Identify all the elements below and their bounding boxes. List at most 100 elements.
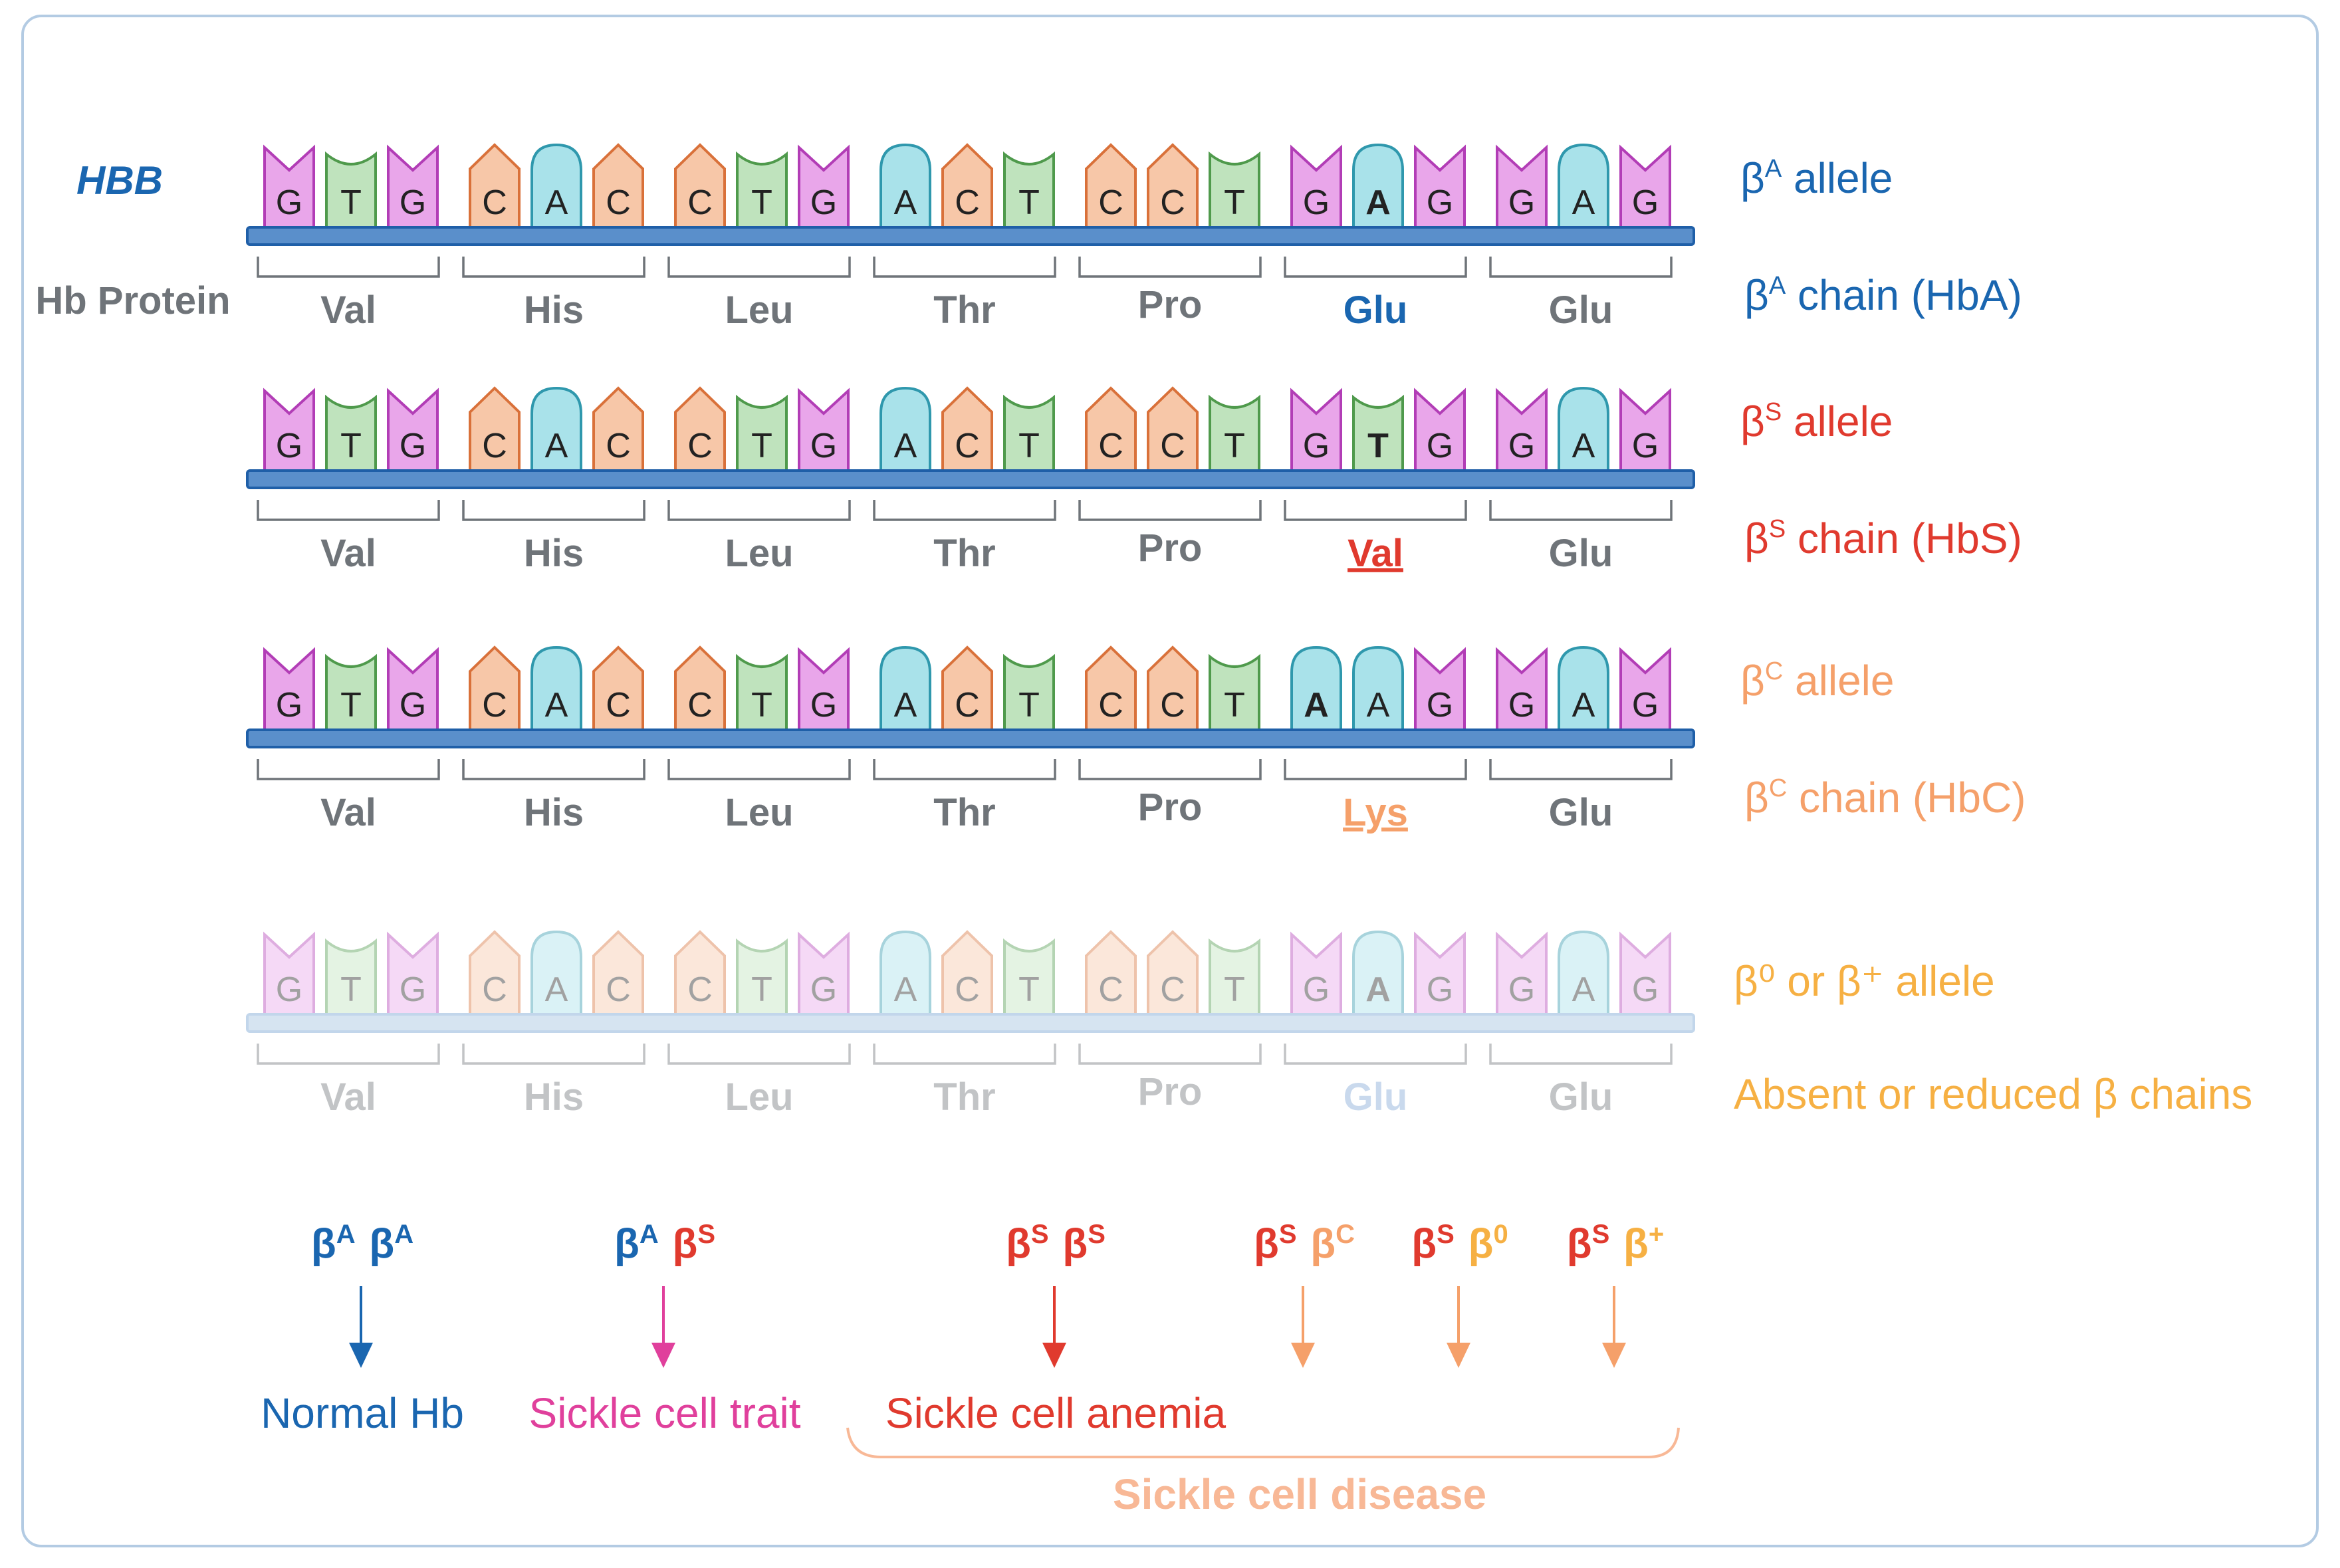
amino-acid-label: Pro [1138, 526, 1203, 570]
nucleotide-c: C [941, 645, 993, 734]
nucleotide-shape [941, 143, 993, 231]
nucleotide-shape [941, 386, 993, 475]
amino-acid-label: Leu [725, 1075, 793, 1119]
chain-symbol: β [1744, 514, 1769, 562]
nucleotide-letter: C [687, 427, 713, 465]
nucleotide-letter: T [751, 427, 772, 465]
allele-symbol: β [311, 1221, 336, 1267]
genotype-3: βS βS Sickle cell anemia [885, 1220, 1227, 1437]
nucleotide-t: T [1003, 394, 1055, 475]
allele-label: βA allele [1740, 154, 1893, 202]
nucleotide-shape [530, 386, 582, 475]
nucleotide-shape [736, 653, 788, 734]
nucleotide-letter: G [400, 970, 426, 1009]
outcome-label: Sickle cell trait [529, 1389, 801, 1437]
nucleotide-letter: A [1572, 970, 1595, 1009]
nucleotide-shape [325, 938, 377, 1018]
nucleotide-letter: G [810, 427, 837, 465]
allele-superscript: S [1437, 1220, 1455, 1249]
codon-bracket [873, 257, 1056, 278]
nucleotide-t: T [1003, 151, 1055, 231]
codon-bracket [257, 759, 440, 780]
amino-acid-label: His [524, 791, 584, 834]
codon-bracket [257, 257, 440, 278]
nucleotide-letter: T [1018, 970, 1040, 1009]
nucleotide-a: A [879, 930, 931, 1018]
nucleotide-t: T [325, 394, 377, 475]
genotype-label: βS βS [1006, 1220, 1106, 1267]
allele-superscript: A [336, 1220, 356, 1249]
genotype-label: βS β+ [1567, 1220, 1665, 1267]
nucleotide-letter: A [1572, 427, 1595, 465]
nucleotide-letter: C [955, 183, 980, 222]
nucleotide-g: G [1414, 144, 1466, 231]
nucleotide-letter: T [1018, 427, 1040, 465]
nucleotide-letter: G [1303, 427, 1330, 465]
nucleotide-letter: G [1508, 183, 1535, 222]
amino-acid-label: Pro [1138, 786, 1203, 829]
nucleotide-shape [1558, 386, 1609, 475]
chain-word: chain (HbC) [1787, 774, 2026, 822]
nucleotide-shape [674, 930, 726, 1018]
nucleotide-letter: G [1632, 427, 1659, 465]
nucleotide-shape [1290, 144, 1342, 231]
codon-bracket [1284, 1044, 1467, 1065]
allele-symbol: β [1411, 1221, 1437, 1267]
nucleotide-c: C [1147, 143, 1199, 231]
nucleotide-letter: G [1632, 686, 1659, 725]
chain-symbol: β [1744, 774, 1769, 822]
arrow-head [1042, 1343, 1066, 1368]
nucleotide-shape [1619, 931, 1671, 1018]
nucleotide-letter: T [751, 686, 772, 725]
amino-acid-label: Val [320, 288, 376, 332]
nucleotide-shape [469, 930, 521, 1018]
codon-bracket [462, 500, 645, 521]
nucleotide-letter: C [482, 970, 507, 1009]
nucleotide-c: C [469, 645, 521, 734]
nucleotide-c: C [592, 645, 644, 734]
nucleotide-letter: T [1224, 970, 1245, 1009]
nucleotide-letter: G [276, 183, 302, 222]
codon-bracket [667, 759, 851, 780]
codon-bracket [667, 1044, 851, 1065]
nucleotide-letter: C [1160, 970, 1185, 1009]
nucleotide-c: C [674, 143, 726, 231]
genotype-2: βA βS Sickle cell trait [529, 1220, 801, 1437]
nucleotide-letter: A [1572, 686, 1595, 725]
nucleotide-shape [798, 388, 850, 475]
nucleotide-shape [1414, 931, 1466, 1018]
codon-bracket [667, 500, 851, 521]
outcome-label: Normal Hb [261, 1389, 464, 1437]
nucleotide-letter: G [400, 427, 426, 465]
chain-superscript: S [1769, 515, 1786, 543]
dna-backbone [246, 469, 1695, 489]
nucleotide-letter: T [340, 427, 362, 465]
chain-superscript: A [1769, 272, 1786, 300]
nucleotide-c: C [1085, 143, 1137, 231]
nucleotide-letter: G [1303, 970, 1330, 1009]
amino-acid-label: Val [1347, 532, 1403, 575]
nucleotide-shape [1003, 394, 1055, 475]
nucleotide-letter: T [340, 686, 362, 725]
nucleotide-shape [1352, 645, 1404, 734]
codon-bracket [462, 1044, 645, 1065]
nucleotide-letter: C [1098, 427, 1123, 465]
nucleotide-shape [387, 144, 439, 231]
disease-bracket [846, 1427, 1680, 1458]
nucleotide-shape [1496, 647, 1548, 734]
allele-superscript: A [394, 1220, 413, 1249]
nucleotide-shape [674, 143, 726, 231]
genotype-label: βA βA [311, 1220, 413, 1267]
nucleotide-a: A [1290, 645, 1342, 734]
nucleotide-letter: C [482, 183, 507, 222]
nucleotide-shape [736, 394, 788, 475]
nucleotide-g: G [1496, 931, 1548, 1018]
nucleotide-g: G [1619, 144, 1671, 231]
allele-superscript: S [1279, 1220, 1297, 1249]
nucleotide-shape [530, 143, 582, 231]
nucleotide-shape [1209, 938, 1260, 1018]
nucleotide-g: G [263, 388, 315, 475]
nucleotide-shape [1085, 386, 1137, 475]
nucleotide-letter: T [1018, 686, 1040, 725]
